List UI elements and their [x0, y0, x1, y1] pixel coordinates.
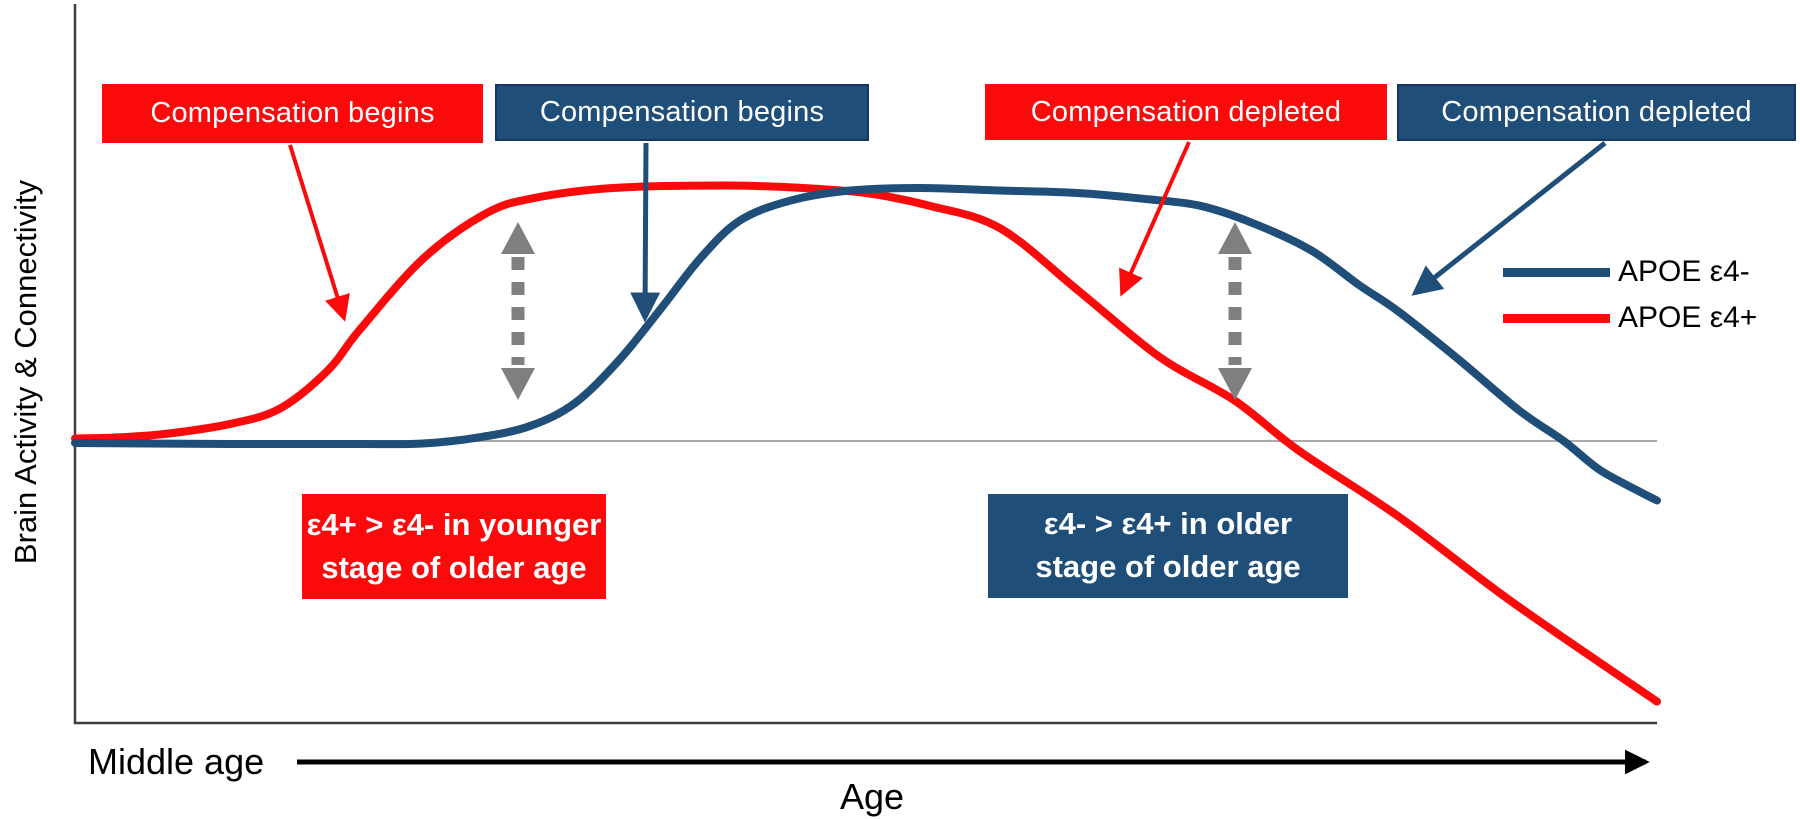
- apoe-e4-plus-curve: [71, 181, 1661, 706]
- axis-spines: [73, 4, 1657, 725]
- x-axis-label: Age: [839, 776, 905, 817]
- legend-swatch-apoe-e4-minus: [1503, 267, 1610, 277]
- note-e4plus-greater-younger-stage: ε4+ > ε4- in younger stage of older age: [302, 494, 606, 599]
- callout-compensation-depleted-e4plus: Compensation depleted: [985, 84, 1387, 140]
- apoe-e4-minus-curve: [71, 184, 1661, 505]
- callout-compensation-begins-e4plus: Compensation begins: [102, 84, 483, 143]
- y-axis-label: Brain Activity & Connectivity: [8, 179, 43, 565]
- red-depleted-arrow: [1119, 141, 1191, 297]
- blue-depleted-arrow: [1411, 141, 1607, 296]
- legend-swatch-apoe-e4-plus: [1503, 313, 1610, 323]
- blue-begins-arrow: [630, 142, 661, 323]
- note-e4minus-greater-older-stage: ε4- > ε4+ in older stage of older age: [988, 494, 1348, 598]
- note-older-line1: ε4- > ε4+ in older: [1043, 506, 1293, 542]
- callout-compensation-begins-e4minus: Compensation begins: [495, 84, 869, 141]
- callout-compensation-depleted-e4minus: Compensation depleted: [1397, 84, 1796, 141]
- legend: APOE ε4- APOE ε4+: [1503, 252, 1757, 344]
- note-younger-line2: stage of older age: [321, 549, 587, 585]
- gap-arrow-younger: [501, 222, 535, 400]
- legend-label-apoe-e4-plus: APOE ε4+: [1618, 301, 1758, 334]
- legend-item-apoe-e4-minus: APOE ε4-: [1503, 252, 1757, 292]
- note-younger-line1: ε4+ > ε4- in younger: [306, 506, 602, 542]
- red-begins-arrow: [288, 144, 350, 322]
- note-older-line2: stage of older age: [1035, 549, 1301, 584]
- legend-item-apoe-e4-plus: APOE ε4+: [1503, 298, 1757, 338]
- legend-label-apoe-e4-minus: APOE ε4-: [1618, 255, 1750, 288]
- gap-arrow-older: [1218, 222, 1252, 400]
- x-axis-origin-label: Middle age: [88, 741, 265, 782]
